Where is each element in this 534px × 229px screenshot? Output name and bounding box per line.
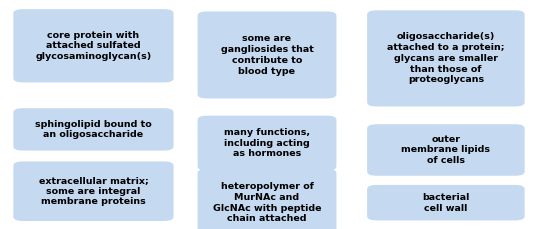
Text: many functions,
including acting
as hormones: many functions, including acting as horm…: [224, 128, 310, 158]
FancyBboxPatch shape: [367, 185, 524, 220]
FancyBboxPatch shape: [13, 108, 174, 151]
Text: oligosaccharide(s)
attached to a protein;
glycans are smaller
than those of
prot: oligosaccharide(s) attached to a protein…: [387, 32, 505, 85]
FancyBboxPatch shape: [13, 161, 174, 221]
Text: sphingolipid bound to
an oligosaccharide: sphingolipid bound to an oligosaccharide: [35, 120, 152, 139]
FancyBboxPatch shape: [13, 9, 174, 82]
Text: bacterial
cell wall: bacterial cell wall: [422, 193, 469, 213]
Text: outer
membrane lipids
of cells: outer membrane lipids of cells: [402, 135, 490, 165]
Text: some are
gangliosides that
contribute to
blood type: some are gangliosides that contribute to…: [221, 34, 313, 76]
Text: heteropolymer of
MurNAc and
GlcNAc with peptide
chain attached: heteropolymer of MurNAc and GlcNAc with …: [213, 182, 321, 223]
FancyBboxPatch shape: [367, 124, 524, 176]
Text: core protein with
attached sulfated
glycosaminoglycan(s): core protein with attached sulfated glyc…: [35, 30, 152, 61]
Text: extracellular matrix;
some are integral
membrane proteins: extracellular matrix; some are integral …: [38, 176, 148, 207]
FancyBboxPatch shape: [367, 10, 524, 106]
FancyBboxPatch shape: [198, 169, 336, 229]
FancyBboxPatch shape: [198, 116, 336, 171]
FancyBboxPatch shape: [198, 11, 336, 98]
